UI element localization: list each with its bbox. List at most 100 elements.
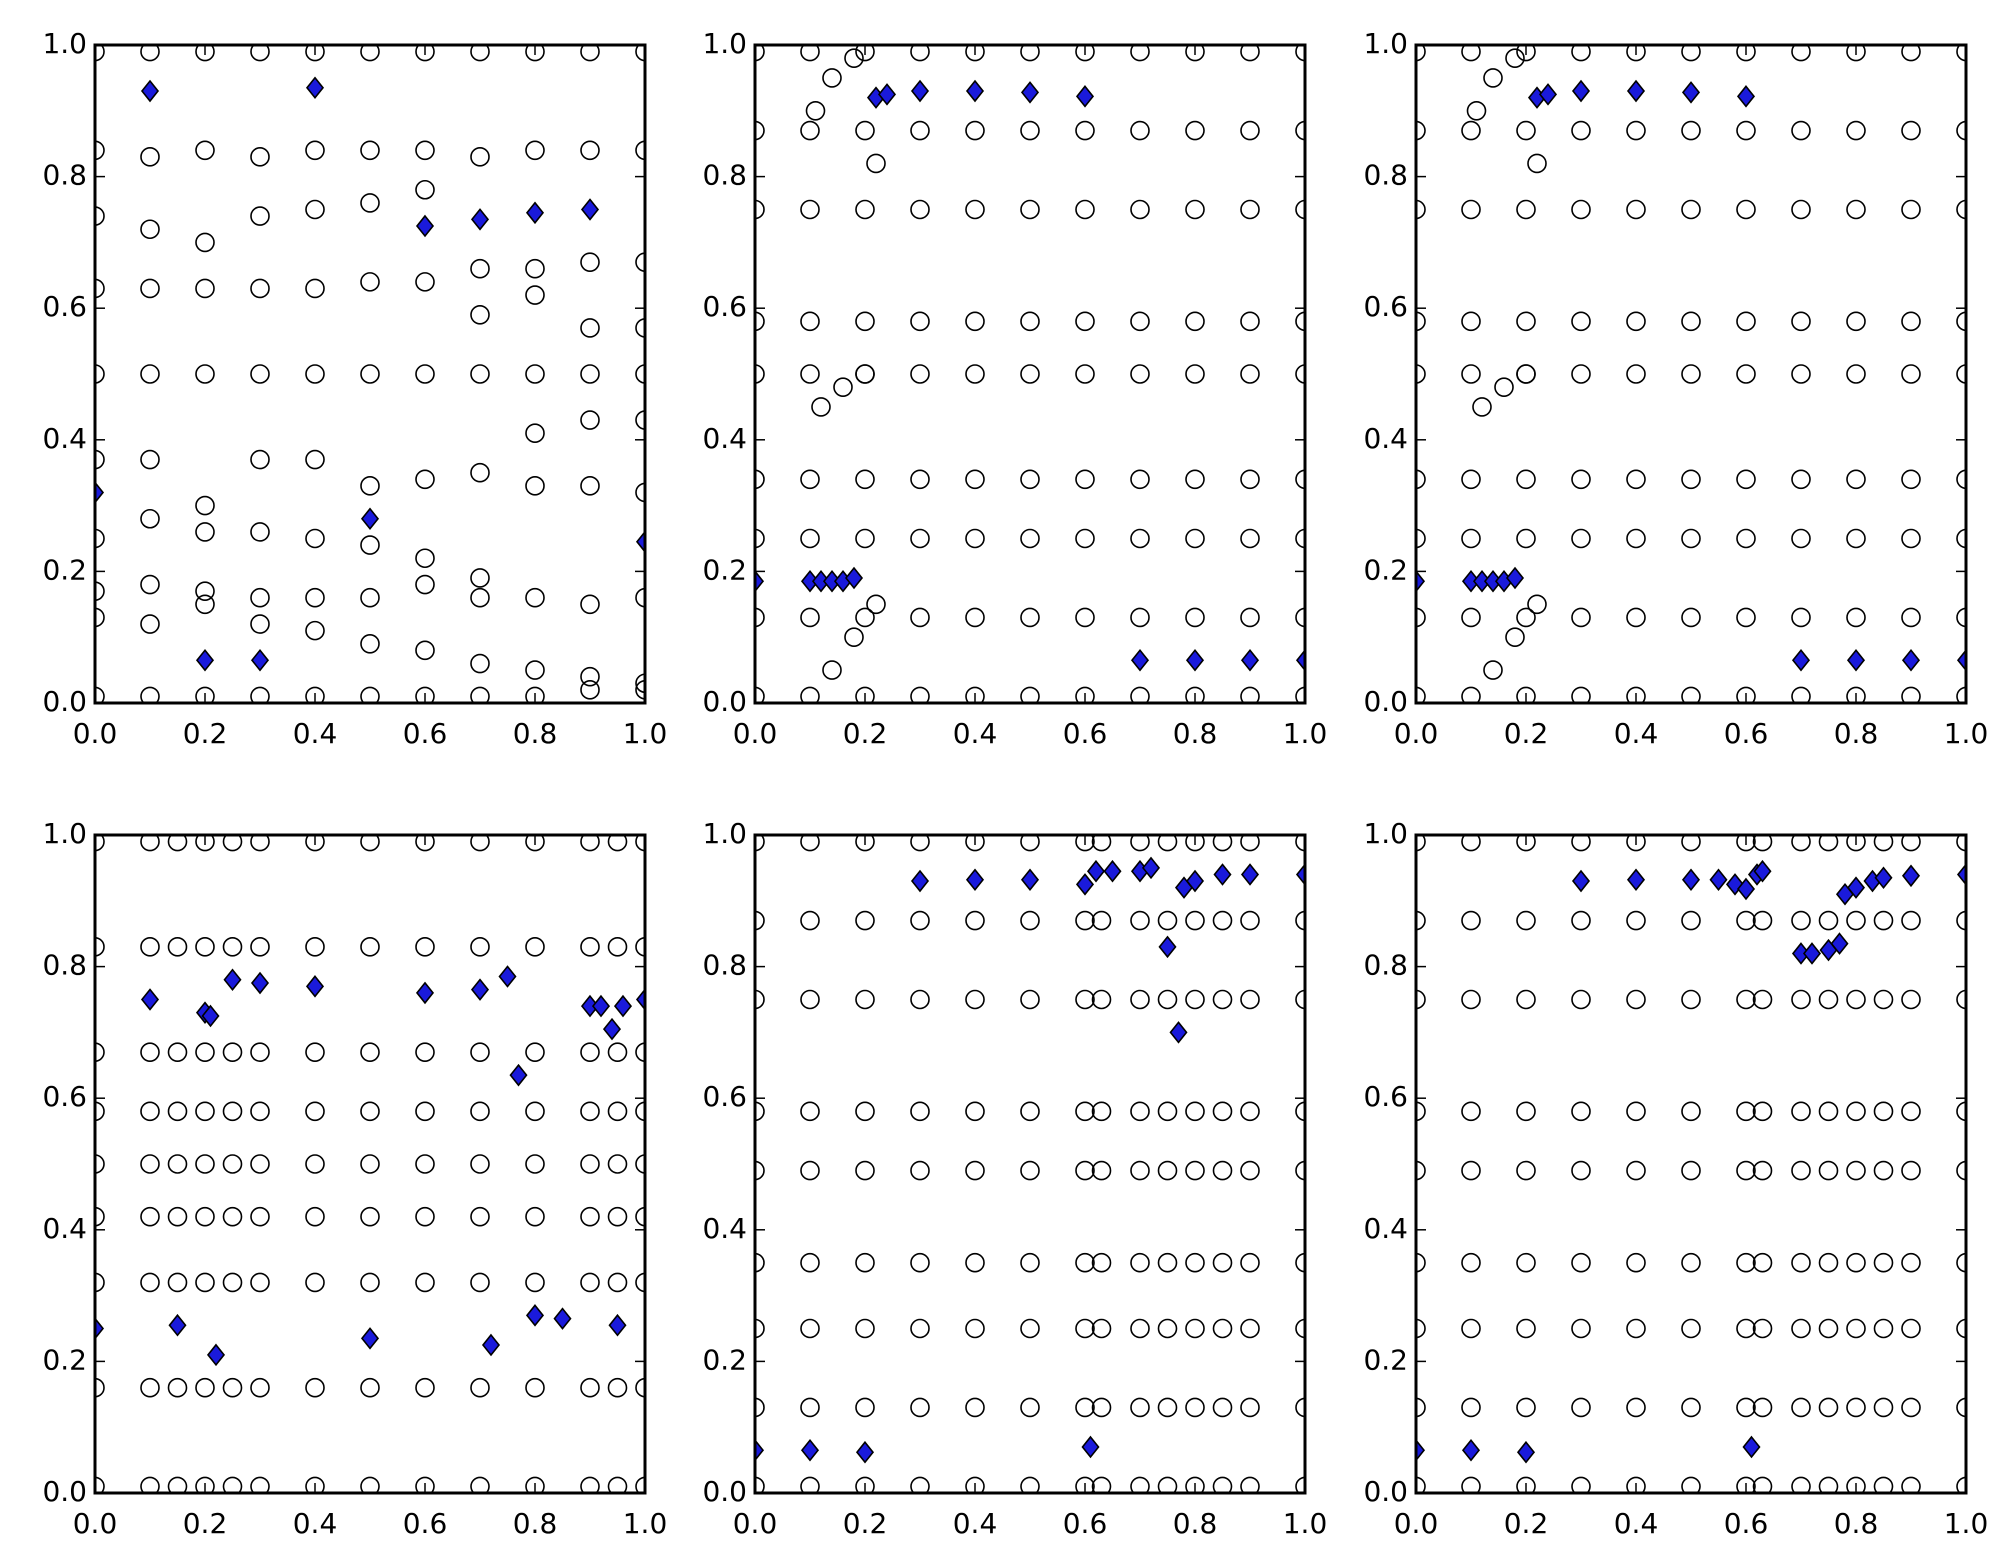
circle-point xyxy=(140,574,160,595)
circle-point xyxy=(1130,989,1150,1010)
circle-point xyxy=(1736,1318,1756,1339)
circle-point xyxy=(1157,1252,1178,1273)
diamond-point xyxy=(965,79,985,103)
circle-point xyxy=(305,199,325,220)
circle-point xyxy=(1240,989,1260,1010)
circle-point xyxy=(1461,1252,1481,1273)
circle-point xyxy=(1873,835,1894,852)
circle-point xyxy=(95,1042,105,1062)
diamond-point xyxy=(1505,566,1525,590)
circle-point xyxy=(1873,1476,1894,1493)
circle-point xyxy=(195,1206,215,1227)
circle-point xyxy=(635,140,645,161)
circle-point xyxy=(855,364,875,384)
circle-point xyxy=(1956,686,1966,703)
circle-point xyxy=(1185,686,1205,703)
diamond-point xyxy=(910,79,930,103)
circle-point xyxy=(1461,835,1481,852)
circle-point xyxy=(195,1154,215,1174)
circle-point xyxy=(1020,835,1040,852)
circle-point xyxy=(195,140,215,161)
circle-point xyxy=(1901,686,1921,703)
circle-point xyxy=(1956,1101,1966,1122)
circle-point xyxy=(965,199,985,220)
circle-point xyxy=(470,587,490,608)
circle-point xyxy=(1901,1160,1921,1181)
circle-point xyxy=(1091,1160,1112,1181)
circle-point xyxy=(1791,607,1811,628)
circle-point xyxy=(470,937,490,957)
circle-point xyxy=(1956,1252,1966,1273)
circle-point xyxy=(1091,1101,1112,1122)
diamond-point xyxy=(1846,648,1866,672)
circle-point xyxy=(305,45,325,62)
circle-point xyxy=(965,686,985,703)
circle-point xyxy=(305,1101,325,1122)
circle-point xyxy=(415,140,435,161)
diamond-point xyxy=(1130,648,1150,672)
circle-point xyxy=(1416,835,1426,852)
circle-point xyxy=(1736,1252,1756,1273)
y-tick-label: 0.4 xyxy=(1363,422,1408,455)
plot-area xyxy=(95,835,645,1493)
circle-point xyxy=(755,1160,765,1181)
y-tick-label: 0.2 xyxy=(702,1343,747,1376)
circle-point xyxy=(855,1397,875,1418)
y-tick-label: 0.8 xyxy=(702,159,747,192)
circle-point xyxy=(305,1272,325,1293)
circle-point xyxy=(1956,910,1966,931)
circle-point xyxy=(1483,68,1503,88)
circle-point xyxy=(305,1154,325,1174)
circle-point xyxy=(755,835,765,852)
circle-point xyxy=(250,522,270,542)
circle-point xyxy=(360,535,380,555)
x-tick-label: 0.8 xyxy=(1834,1507,1879,1540)
circle-point xyxy=(1416,607,1426,628)
circle-point xyxy=(855,686,875,703)
circle-point xyxy=(1075,1160,1095,1181)
diamond-point xyxy=(1538,83,1558,106)
circle-point xyxy=(1240,1252,1260,1273)
x-tick-label: 0.2 xyxy=(183,1507,228,1540)
circle-point xyxy=(305,528,325,549)
y-tick-label: 0.0 xyxy=(702,685,747,718)
circle-point xyxy=(360,1101,380,1122)
circle-point xyxy=(1752,989,1773,1010)
circle-point xyxy=(1295,1252,1305,1273)
x-tick-label: 0.0 xyxy=(733,1507,778,1540)
circle-point xyxy=(1516,45,1536,62)
y-tick-label: 0.2 xyxy=(42,1343,87,1376)
circle-point xyxy=(140,1042,160,1062)
circle-point xyxy=(1295,528,1305,549)
circle-point xyxy=(910,311,930,332)
diamond-point xyxy=(481,1333,501,1357)
circle-point xyxy=(250,45,270,62)
circle-point xyxy=(1416,311,1426,332)
circle-point xyxy=(755,1397,765,1418)
circle-point xyxy=(1736,686,1756,703)
circle-point xyxy=(415,469,435,490)
circle-point xyxy=(1240,1160,1260,1181)
circle-point xyxy=(1736,45,1756,62)
diamond-point xyxy=(877,83,897,106)
diamond-point xyxy=(1416,1438,1426,1462)
circle-point xyxy=(1091,835,1112,852)
circle-point xyxy=(1626,1318,1646,1339)
circle-point xyxy=(415,1272,435,1293)
y-tick-label: 0.8 xyxy=(1363,949,1408,982)
circle-point xyxy=(755,45,765,62)
circle-point xyxy=(1130,364,1150,384)
x-tick-label: 1.0 xyxy=(1283,1507,1328,1540)
circle-point xyxy=(1516,607,1536,628)
diamond-point xyxy=(965,868,985,892)
y-tick-label: 0.4 xyxy=(702,422,747,455)
y-tick-label: 0.8 xyxy=(1363,159,1408,192)
diamond-point xyxy=(1846,876,1866,899)
circle-point xyxy=(195,364,215,384)
circle-point xyxy=(965,1160,985,1181)
circle-point xyxy=(305,140,325,161)
circle-point xyxy=(1818,1318,1839,1339)
circle-point xyxy=(305,835,325,852)
circle-point xyxy=(580,1042,600,1062)
diamond-point xyxy=(1516,1440,1536,1464)
